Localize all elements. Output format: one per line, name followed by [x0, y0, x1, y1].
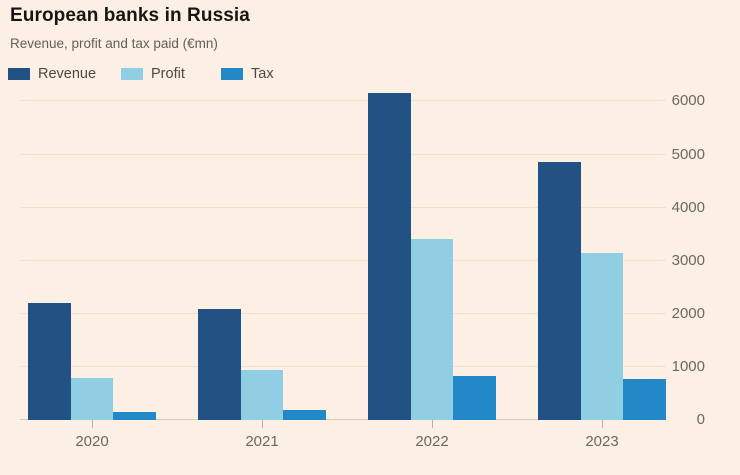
bar-profit-2023	[580, 252, 624, 420]
gridline-6000	[20, 100, 666, 102]
bar-profit-2022	[410, 239, 454, 420]
bar-revenue-2020	[28, 303, 71, 420]
legend-swatch-revenue	[8, 68, 30, 80]
legend-item-revenue: Revenue	[8, 66, 96, 82]
legend-item-tax: Tax	[221, 66, 274, 82]
x-axis-label-2022: 2022	[415, 433, 449, 450]
bar-tax-2023	[623, 378, 666, 420]
y-axis-label-4000: 4000	[671, 198, 705, 216]
x-axis-label-2020: 2020	[75, 433, 109, 450]
legend-swatch-tax	[221, 68, 243, 80]
bar-tax-2021	[283, 410, 326, 420]
bar-profit-2020	[70, 377, 114, 420]
y-axis-label-5000: 5000	[671, 145, 705, 163]
y-axis-label-2000: 2000	[671, 304, 705, 322]
legend-label: Tax	[251, 66, 274, 82]
gridline-4000	[20, 206, 666, 208]
y-axis-label-6000: 6000	[671, 92, 705, 110]
legend-item-profit: Profit	[121, 66, 185, 82]
chart-subtitle: Revenue, profit and tax paid (€mn)	[10, 36, 218, 51]
gridline-1000	[20, 365, 666, 367]
x-tick-2020	[92, 420, 93, 428]
y-axis-label-0: 0	[696, 411, 705, 428]
x-axis-baseline	[20, 419, 666, 420]
bar-revenue-2021	[198, 308, 241, 420]
gridline-2000	[20, 312, 666, 314]
bar-revenue-2023	[538, 162, 581, 420]
bar-revenue-2022	[368, 93, 411, 420]
x-axis-label-2021: 2021	[245, 433, 279, 450]
x-tick-2023	[602, 420, 603, 428]
y-axis-label-3000: 3000	[671, 251, 705, 269]
gridline-5000	[20, 153, 666, 155]
x-tick-2021	[262, 420, 263, 428]
y-axis-label-1000: 1000	[671, 357, 705, 375]
legend-swatch-profit	[121, 68, 143, 80]
legend-label: Profit	[151, 66, 185, 82]
bar-tax-2022	[453, 376, 496, 420]
bar-tax-2020	[113, 411, 156, 420]
x-tick-2022	[432, 420, 433, 428]
legend-label: Revenue	[38, 66, 97, 82]
x-axis-label-2023: 2023	[585, 433, 619, 450]
legend: Revenue Profit Tax	[0, 66, 740, 84]
gridline-3000	[20, 259, 666, 261]
bar-profit-2021	[240, 369, 284, 420]
chart-title: European banks in Russia	[10, 5, 250, 26]
